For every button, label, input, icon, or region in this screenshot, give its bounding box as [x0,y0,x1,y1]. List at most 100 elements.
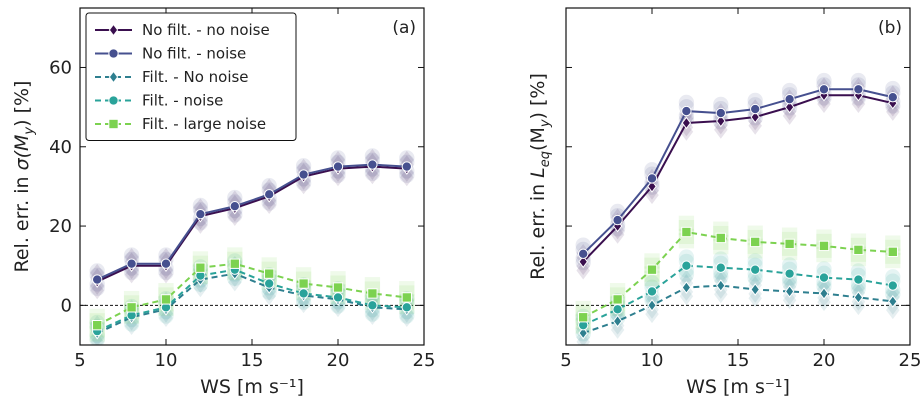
spread-marker [713,96,729,112]
x-tick-label: 15 [241,350,264,371]
x-tick-label: 10 [641,350,664,371]
data-point [578,326,588,340]
panel-label: (a) [392,18,416,38]
panel-a: 5 10 15 20 25 0 20 40 60 WS [m s⁻¹] Rel. err. in σ… [11,7,436,398]
data-point [715,107,726,119]
data-point [784,100,795,114]
series-line-3 [96,272,407,335]
spread-marker [261,177,277,194]
data-point [750,236,761,248]
data-point [578,255,588,269]
spread-marker [262,196,276,215]
series-line-1 [582,94,894,263]
data-point [818,272,830,283]
spread-marker [124,265,139,284]
spread-marker [644,162,660,178]
data-point [264,268,275,279]
data-point [612,294,623,305]
data-point [367,300,378,311]
data-point [229,258,240,269]
series-line-5 [96,262,407,327]
y-tick-label: 20 [49,216,72,237]
series-line-4 [582,264,893,327]
spread-marker [644,275,660,291]
spread-marker [817,94,831,113]
y-tick-label: 60 [49,57,72,78]
spread-marker [781,82,798,99]
data-point [195,262,206,273]
spread-marker [227,189,243,206]
data-point [853,244,864,256]
data-point [126,302,137,313]
spread-marker [228,207,242,226]
spread-marker [781,274,798,291]
data-point [647,299,657,312]
spread-marker [816,261,832,277]
spread-marker [159,309,173,328]
x-tick-label: 25 [899,350,922,371]
x-tick-label: 25 [413,350,436,371]
data-point [887,280,898,291]
spread-marker [885,269,901,285]
x-tick-label: 5 [74,350,85,371]
data-point [578,312,589,323]
spread-marker [885,80,901,97]
spread-marker [296,295,311,314]
spread-marker [713,268,729,285]
spread-marker [295,294,312,310]
x-axis-label: WS [m s⁻¹] [200,376,304,398]
data-point [195,208,206,220]
spread-marker [850,263,867,279]
data-point [681,105,692,117]
spread-marker [816,72,832,89]
legend-entry-label: No filt. - noise [142,45,246,63]
data-point [750,264,761,275]
spread-marker [678,266,695,283]
data-point [401,161,412,172]
data-point [715,232,726,244]
spread-marker [714,285,728,304]
spread-marker [158,308,174,324]
spread-marker [158,264,174,281]
spread-marker [679,269,694,288]
data-point [647,180,657,193]
spread-marker [159,265,173,284]
series-line-4 [96,268,407,333]
spread-marker [365,307,380,326]
y-tick-label: 40 [49,137,72,158]
spread-marker [747,270,763,287]
spread-marker [851,94,866,113]
data-point [401,292,412,303]
data-point [887,92,898,103]
data-point [367,288,378,299]
series-line-5 [582,230,893,319]
data-point [818,240,830,252]
panel-label: (b) [878,18,902,38]
spread-marker [89,280,105,296]
data-point [92,320,103,331]
spread-marker [886,301,900,320]
spread-marker [748,271,762,290]
legend-entry-label: No filt. - no noise [142,21,270,39]
data-point [92,274,103,285]
data-point [612,314,623,328]
data-point [853,274,864,285]
spread-marker [850,280,867,296]
spread-marker [364,306,381,322]
data-point [750,110,760,124]
data-point [646,286,658,297]
data-point [888,295,898,308]
spread-marker [399,167,415,183]
spread-marker [261,195,277,211]
legend-entry-label: Filt. - No noise [142,68,249,86]
data-point [853,84,864,95]
spread-marker [123,247,140,263]
data-point [784,94,795,105]
legend-marker [108,48,119,59]
spread-marker [816,278,832,294]
panel-b: 5 10 15 20 25 WS [m s⁻¹] Rel. err. in Leq(My) … [527,7,922,398]
spread-marker [331,168,345,187]
spread-marker [330,150,346,166]
spread-marker [679,287,694,306]
data-point [298,169,309,180]
